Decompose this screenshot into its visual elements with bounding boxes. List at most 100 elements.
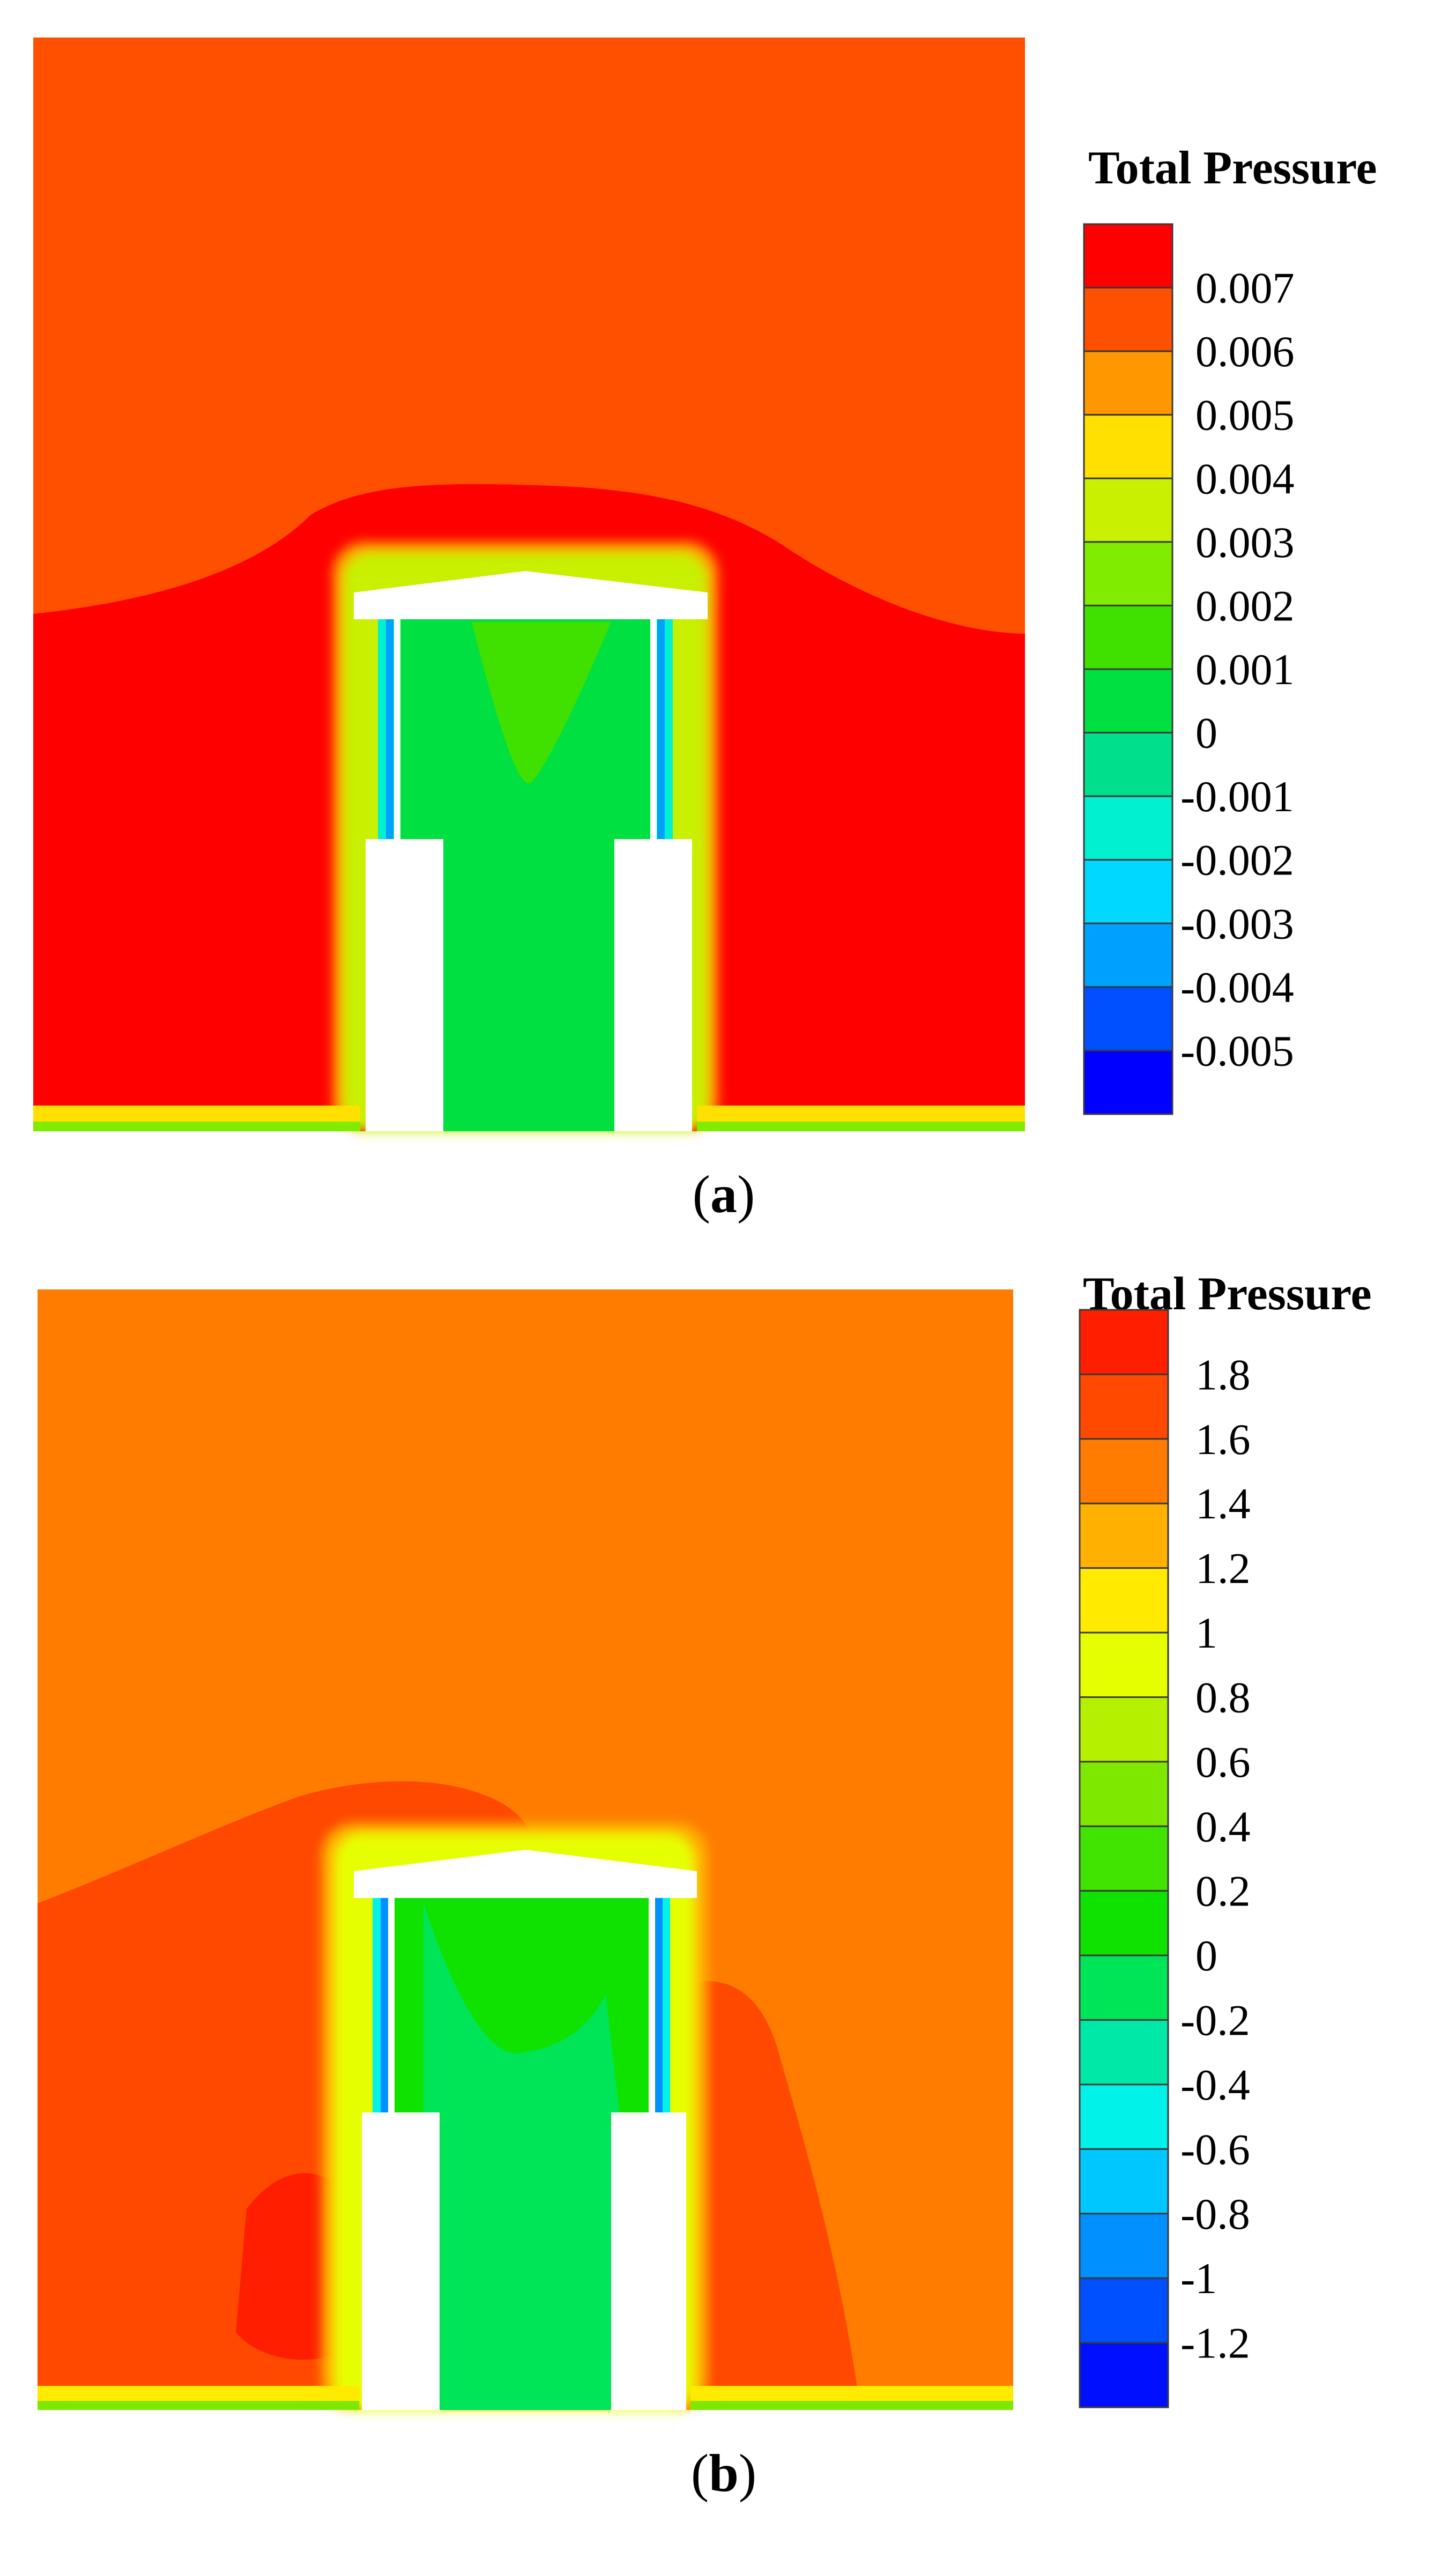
colorbar-tick-label: -0.001 [1180, 772, 1294, 821]
colorbar-cell [1079, 1438, 1169, 1504]
colorbar-cells [1083, 223, 1173, 1115]
caption-letter: b [709, 2443, 739, 2503]
panel-caption-a: (a) [643, 1163, 804, 1225]
colorbar-cell [1079, 1890, 1169, 1956]
colorbar-ticks: 0.007 0.006 0.005 0.004 0.003 0.002 0.001 0 -0.0… [1180, 264, 1295, 1076]
colorbar-ticks: 1.8 1.6 1.4 1.2 1 0.8 0.6 0.4 0.2 0 -0.2 -0.4 -0.6 -0… [1180, 1350, 1251, 2367]
colorbar-legend-b: Total Pressure 1.81.61.41.210.80.60.40.2… [1079, 1268, 1372, 2408]
colorbar-tick-label: 0 [1195, 1931, 1217, 1980]
caption-close: ) [738, 2443, 757, 2503]
colorbar-cell [1083, 604, 1173, 670]
colorbar-tick-label: -0.004 [1180, 963, 1294, 1012]
ground-band-green-right [690, 2401, 1013, 2410]
caption-open: ( [690, 2443, 709, 2503]
colorbar-cell [1079, 2083, 1169, 2150]
colorbar-tick-label: -1.2 [1180, 2319, 1250, 2368]
colorbar-tick-label: 0.8 [1195, 1673, 1251, 1722]
colorbar-cell [1083, 223, 1173, 289]
colorbar-cell [1083, 1049, 1173, 1115]
colorbar-tick-label: 0.006 [1195, 327, 1295, 376]
colorbar-tick-label: -1 [1180, 2254, 1217, 2303]
colorbar-cell [1083, 986, 1173, 1051]
colorbar-tick-label: 0.002 [1195, 581, 1295, 630]
caption-letter: a [710, 1165, 737, 1224]
colorbar-tick-label: -0.005 [1180, 1026, 1294, 1075]
colorbar-tick-label: 0.005 [1195, 391, 1295, 440]
colorbar-cell [1079, 2213, 1169, 2279]
left-gap-core [386, 617, 393, 858]
colorbar-tick-label: 0.4 [1195, 1802, 1251, 1851]
colorbar-tick-label: 0 [1195, 709, 1217, 758]
colorbar-cell [1079, 2342, 1169, 2408]
colorbar-cell [1083, 541, 1173, 606]
colorbar-tick-label: 0.004 [1195, 454, 1295, 503]
colorbar-cell [1083, 859, 1173, 924]
colorbar-cell [1079, 1696, 1169, 1763]
left-base-block [366, 839, 443, 1131]
colorbar-cell [1079, 1567, 1169, 1634]
colorbar-cell [1079, 1309, 1169, 1375]
colorbar-cell [1083, 922, 1173, 988]
left-gap-core [381, 1898, 388, 2112]
colorbar-cell [1083, 350, 1173, 416]
panel-caption-b: (b) [643, 2442, 804, 2504]
left-post [388, 1898, 395, 2118]
ground-band-green-right [697, 1122, 1025, 1131]
colorbar-tick-label: -0.003 [1180, 899, 1294, 948]
caption-close: ) [737, 1165, 755, 1224]
colorbar-tick-label: -0.6 [1180, 2125, 1250, 2174]
colorbar-cell [1079, 1954, 1169, 2021]
caption-open: ( [692, 1165, 710, 1224]
colorbar-tick-label: 1.8 [1195, 1350, 1251, 1399]
colorbar-cell [1079, 1373, 1169, 1440]
colorbar-tick-label: 0.001 [1195, 645, 1295, 694]
colorbar-tick-label: -0.2 [1180, 1996, 1250, 2045]
left-post [394, 617, 400, 863]
interior-core [472, 622, 611, 784]
colorbar-cell [1083, 287, 1173, 352]
roof-cap [354, 571, 708, 619]
colorbar-tick-label: 1.4 [1195, 1479, 1251, 1528]
colorbar-legend-a: Total Pressure 0.007 0.006 0.005 0.004 0.003… [1083, 142, 1377, 1115]
colorbar-tick-label: -0.002 [1180, 836, 1294, 885]
interior-core [424, 1903, 622, 2410]
right-base-block [614, 839, 692, 1131]
colorbar-cell [1079, 1632, 1169, 1698]
left-base-block [362, 2112, 440, 2410]
ground-band-green [38, 2401, 359, 2410]
colorbar-tick-label: -0.4 [1180, 2060, 1250, 2109]
colorbar-tick-label: 0.2 [1195, 1867, 1251, 1916]
colorbar-cell [1079, 1761, 1169, 1827]
contour-plot-b [38, 1289, 1013, 2410]
near-field-right-region [675, 1981, 858, 2410]
colorbar-cell [1083, 414, 1173, 479]
colorbar-tick-label: 0.6 [1195, 1738, 1251, 1786]
ground-band-green [33, 1122, 360, 1131]
colorbar-tick-label: 1.6 [1195, 1415, 1251, 1464]
near-field-left-patch [236, 2173, 348, 2360]
panel-a: Total Pressure 0.007 0.006 0.005 0.004 0.003… [0, 0, 1456, 1255]
right-post [649, 1898, 655, 2118]
right-post [650, 617, 657, 863]
roof-cap [354, 1850, 697, 1898]
colorbar-cell [1083, 795, 1173, 861]
colorbar-cell [1083, 732, 1173, 797]
colorbar-tick-label: 1.2 [1195, 1544, 1251, 1593]
colorbar-cell [1079, 1502, 1169, 1569]
colorbar-cell [1083, 668, 1173, 734]
colorbar-cell [1079, 1825, 1169, 1892]
right-base-block [611, 2112, 686, 2410]
colorbar-cell [1079, 2019, 1169, 2086]
colorbar-cell [1079, 2148, 1169, 2215]
legend-title: Total Pressure [1088, 142, 1377, 194]
colorbar-tick-label: 1 [1195, 1608, 1217, 1657]
right-gap-core [655, 1898, 663, 2112]
colorbar-tick-label: -0.8 [1180, 2190, 1250, 2238]
panel-b: Total Pressure 1.8 1.6 1.4 1.2 1 0.8 0.6 0.4 0.2… [0, 1255, 1456, 2509]
colorbar-cell [1079, 2277, 1169, 2344]
colorbar-cells [1079, 1309, 1169, 2408]
colorbar-tick-label: 0.007 [1195, 264, 1295, 313]
right-gap-core [657, 617, 665, 858]
contour-plot-a [33, 38, 1025, 1132]
